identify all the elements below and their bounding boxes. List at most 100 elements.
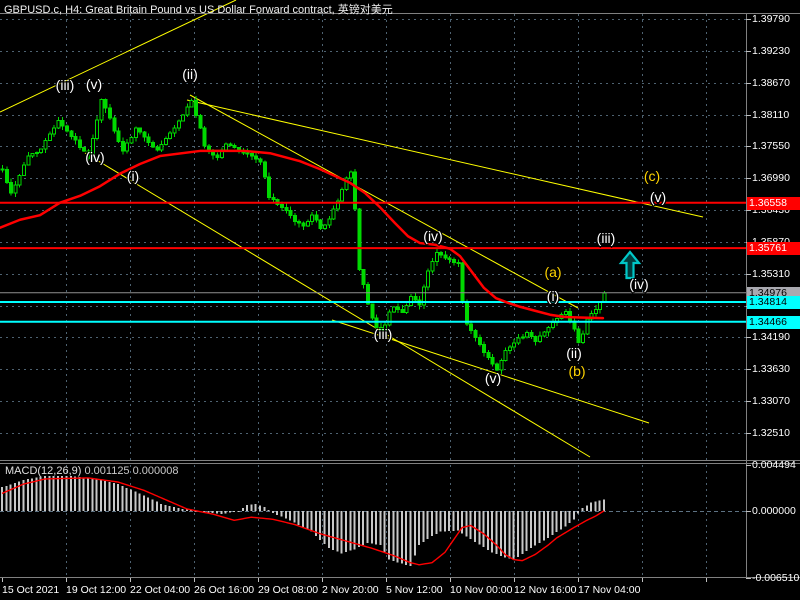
macd-bar xyxy=(345,511,347,553)
macd-bar xyxy=(95,478,98,511)
macd-bar xyxy=(211,511,214,514)
wave-label[interactable]: (iii) xyxy=(55,77,75,93)
candle-body xyxy=(396,306,401,311)
wave-label[interactable]: (v) xyxy=(85,76,103,92)
time-axis-label: 5 Nov 12:00 xyxy=(386,584,443,596)
macd-bar xyxy=(560,511,562,530)
macd-bar xyxy=(538,511,541,544)
wave-label[interactable]: (v) xyxy=(649,189,667,205)
candle-body xyxy=(335,200,340,210)
macd-bar xyxy=(594,501,597,511)
candle-body xyxy=(82,147,87,152)
macd-bar xyxy=(168,505,171,511)
price-level-badge-red: 1.35761 xyxy=(747,242,800,255)
candle-body xyxy=(529,331,534,338)
trend-line[interactable] xyxy=(186,99,704,218)
candle-body xyxy=(391,306,396,313)
candle-body xyxy=(563,311,568,316)
macd-bar xyxy=(241,507,244,511)
macd-bar xyxy=(35,477,38,511)
wave-label[interactable]: (ii) xyxy=(566,345,582,361)
trend-line[interactable] xyxy=(189,94,579,309)
candle-body xyxy=(258,158,263,163)
candle-body xyxy=(413,296,418,301)
macd-bar xyxy=(547,511,550,538)
candle-body xyxy=(447,257,452,260)
wave-label[interactable]: (v) xyxy=(484,370,502,386)
candle-body xyxy=(533,336,538,343)
price-axis-label: 1.36990 xyxy=(752,172,790,184)
macd-bar xyxy=(336,511,339,552)
price-axis-label: 1.38670 xyxy=(752,77,790,89)
macd-bar xyxy=(439,511,442,532)
candle-body xyxy=(512,342,517,348)
time-axis-label: 26 Oct 16:00 xyxy=(194,584,255,596)
candle-body xyxy=(314,214,319,221)
trend-line[interactable] xyxy=(0,0,237,113)
candle-body xyxy=(361,269,366,285)
macd-signal-line xyxy=(1,477,605,566)
wave-label[interactable]: (i) xyxy=(546,288,560,304)
candle-body xyxy=(176,120,181,129)
wave-label[interactable]: (iv) xyxy=(423,228,443,244)
macd-bar xyxy=(435,511,438,534)
candle-body xyxy=(4,168,9,183)
candle-body xyxy=(133,127,138,139)
macd-indicator-label: MACD(12,26,9) 0.001125 0.000008 xyxy=(5,465,179,477)
candle-body xyxy=(90,138,95,160)
candle-body xyxy=(155,146,160,151)
candle-body xyxy=(323,224,327,229)
candle-body xyxy=(318,219,323,229)
macd-bar xyxy=(26,479,29,511)
macd-bar xyxy=(461,511,464,534)
candle-body xyxy=(112,117,117,132)
price-axis-label: 1.35310 xyxy=(752,268,790,280)
candle-body xyxy=(344,177,349,191)
candle-body xyxy=(52,127,57,135)
wave-label[interactable]: (iv) xyxy=(629,276,649,292)
macd-bar xyxy=(512,511,515,560)
macd-bar xyxy=(327,511,330,549)
candle-body xyxy=(495,363,499,371)
macd-bar xyxy=(250,504,253,511)
candle-body xyxy=(439,252,444,256)
candle-body xyxy=(499,360,504,371)
macd-bar xyxy=(207,511,210,513)
wave-label[interactable]: (iii) xyxy=(596,230,616,246)
macd-bar xyxy=(431,511,433,536)
candle-body xyxy=(434,252,439,262)
price-axis-label: 1.39790 xyxy=(752,13,790,25)
macd-bar xyxy=(319,511,322,540)
macd-bar xyxy=(237,511,240,512)
macd-bar xyxy=(413,511,416,556)
macd-bar xyxy=(323,511,326,545)
macd-bar xyxy=(495,511,498,555)
moving-average-line[interactable] xyxy=(0,149,605,320)
price-axis-label: 1.34190 xyxy=(752,331,790,343)
candle-body xyxy=(353,171,358,210)
wave-label[interactable]: (iii) xyxy=(373,326,393,342)
wave-label[interactable]: (a) xyxy=(544,264,562,280)
candle-body xyxy=(185,106,190,116)
wave-label[interactable]: (iv) xyxy=(85,149,105,165)
time-axis-label: 22 Oct 04:00 xyxy=(130,584,191,596)
macd-bar xyxy=(56,475,59,511)
chart-title: GBPUSD.c, H4: Great Britain Pound vs US … xyxy=(4,4,393,16)
up-arrow-marker[interactable] xyxy=(618,250,642,280)
candle-body xyxy=(22,164,26,176)
wave-label[interactable]: (b) xyxy=(568,363,586,379)
candle-body xyxy=(262,161,267,178)
candle-body xyxy=(120,140,125,152)
candle-body xyxy=(215,154,220,159)
candle-body xyxy=(598,301,603,310)
price-axis-label: 1.33070 xyxy=(752,395,790,407)
time-axis-label: 10 Nov 00:00 xyxy=(450,584,513,596)
wave-label[interactable]: (i) xyxy=(126,168,140,184)
macd-bar xyxy=(108,482,111,511)
macd-bar xyxy=(353,511,356,550)
candle-body xyxy=(86,150,91,160)
wave-label[interactable]: (c) xyxy=(643,168,661,184)
wave-label[interactable]: (ii) xyxy=(182,66,198,82)
candle-body xyxy=(585,318,590,335)
